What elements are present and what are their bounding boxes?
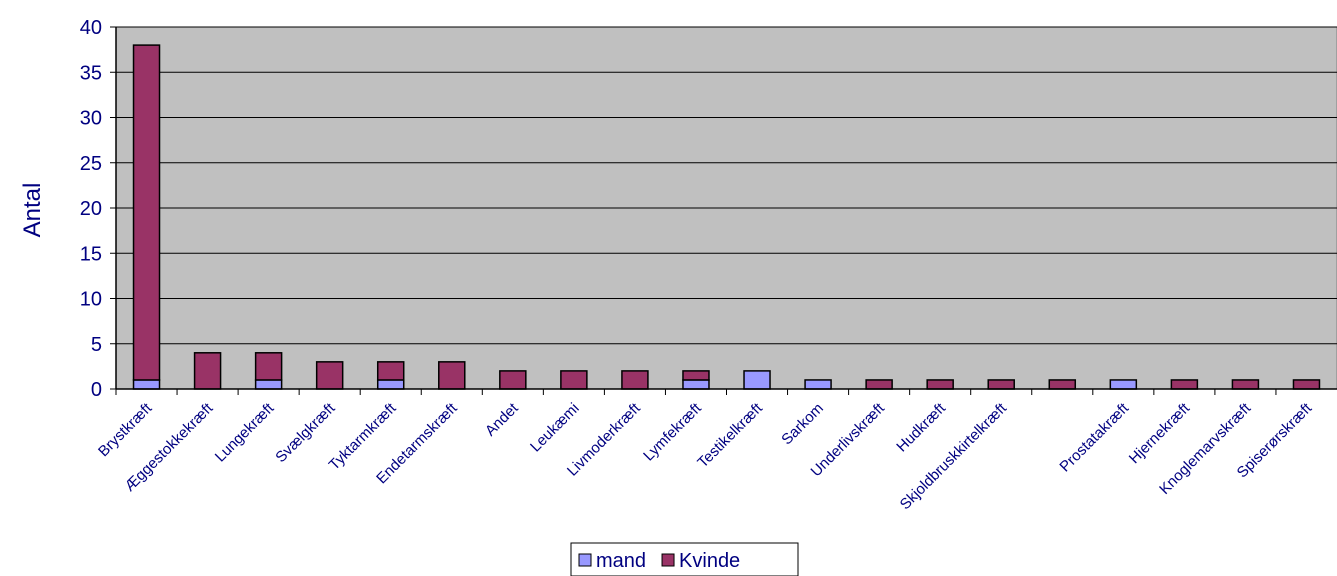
x-tick-label: Lymfekræft — [640, 399, 705, 464]
bar-kvinde — [865, 379, 893, 390]
x-axis-labels: BrystkræftÆggestokkekræftLungekræftSvælg… — [95, 389, 1316, 513]
y-tick-label: 15 — [80, 243, 102, 265]
legend-box — [570, 542, 799, 576]
y-tick-label: 25 — [80, 153, 102, 175]
x-tick-label: Lungekræft — [212, 399, 278, 465]
legend-label: Kvinde — [679, 550, 740, 572]
x-tick-label: Skjoldbruskkirtelkræft — [897, 399, 1011, 513]
bar-kvinde — [193, 352, 222, 390]
bar-kvinde — [560, 370, 588, 390]
legend-swatch — [661, 553, 675, 567]
bar-kvinde — [499, 370, 527, 390]
bar-kvinde — [376, 361, 405, 381]
bar-kvinde — [1231, 379, 1260, 390]
bar-kvinde — [1048, 379, 1077, 390]
y-axis-label: Antal — [19, 183, 46, 238]
y-tick-label: 40 — [80, 17, 102, 39]
bar-kvinde — [682, 370, 710, 381]
legend: mand Kvinde — [570, 542, 799, 576]
bar-kvinde — [926, 379, 954, 390]
bar-mand — [804, 379, 832, 390]
gridlines — [116, 26, 1337, 345]
bar-mand — [254, 379, 283, 390]
bar-kvinde — [621, 370, 649, 390]
bar-kvinde — [1292, 379, 1321, 390]
bar-kvinde — [438, 361, 466, 390]
legend-swatch — [578, 553, 592, 567]
bar-mand — [132, 379, 161, 390]
bar-kvinde — [132, 44, 161, 381]
x-tick-label: Sarkom — [778, 400, 827, 449]
y-tick-label: 20 — [80, 198, 102, 220]
y-tick-label: 5 — [91, 334, 102, 356]
y-tick-label: 30 — [80, 108, 102, 130]
x-tick-label: Brystkræft — [95, 399, 156, 460]
bar-kvinde — [987, 379, 1015, 390]
x-tick-label: Hjernekræft — [1126, 399, 1194, 467]
legend-label: mand — [596, 550, 646, 572]
bar-kvinde — [1170, 379, 1199, 390]
x-tick-label: Prostatakræft — [1056, 399, 1132, 475]
x-tick-label: Andet — [482, 399, 522, 439]
x-tick-label: Leukæmi — [527, 400, 583, 456]
x-tick-label: Svælgkræft — [272, 399, 339, 466]
y-axis-ticks: 0 5 10 15 20 25 30 35 40 — [80, 17, 116, 401]
y-tick-label: 35 — [80, 62, 102, 84]
bar-mand — [376, 379, 405, 390]
bar-mand — [743, 370, 771, 390]
bar-kvinde — [254, 352, 283, 381]
bar-mand — [1109, 379, 1138, 390]
x-tick-label: Testikelkræft — [694, 399, 766, 471]
y-tick-label: 0 — [91, 379, 102, 401]
bar-mand — [682, 379, 710, 390]
x-tick-label: Hudkræft — [893, 399, 949, 455]
y-tick-label: 10 — [80, 289, 102, 311]
bar-kvinde — [315, 361, 344, 390]
bars — [132, 44, 1321, 390]
